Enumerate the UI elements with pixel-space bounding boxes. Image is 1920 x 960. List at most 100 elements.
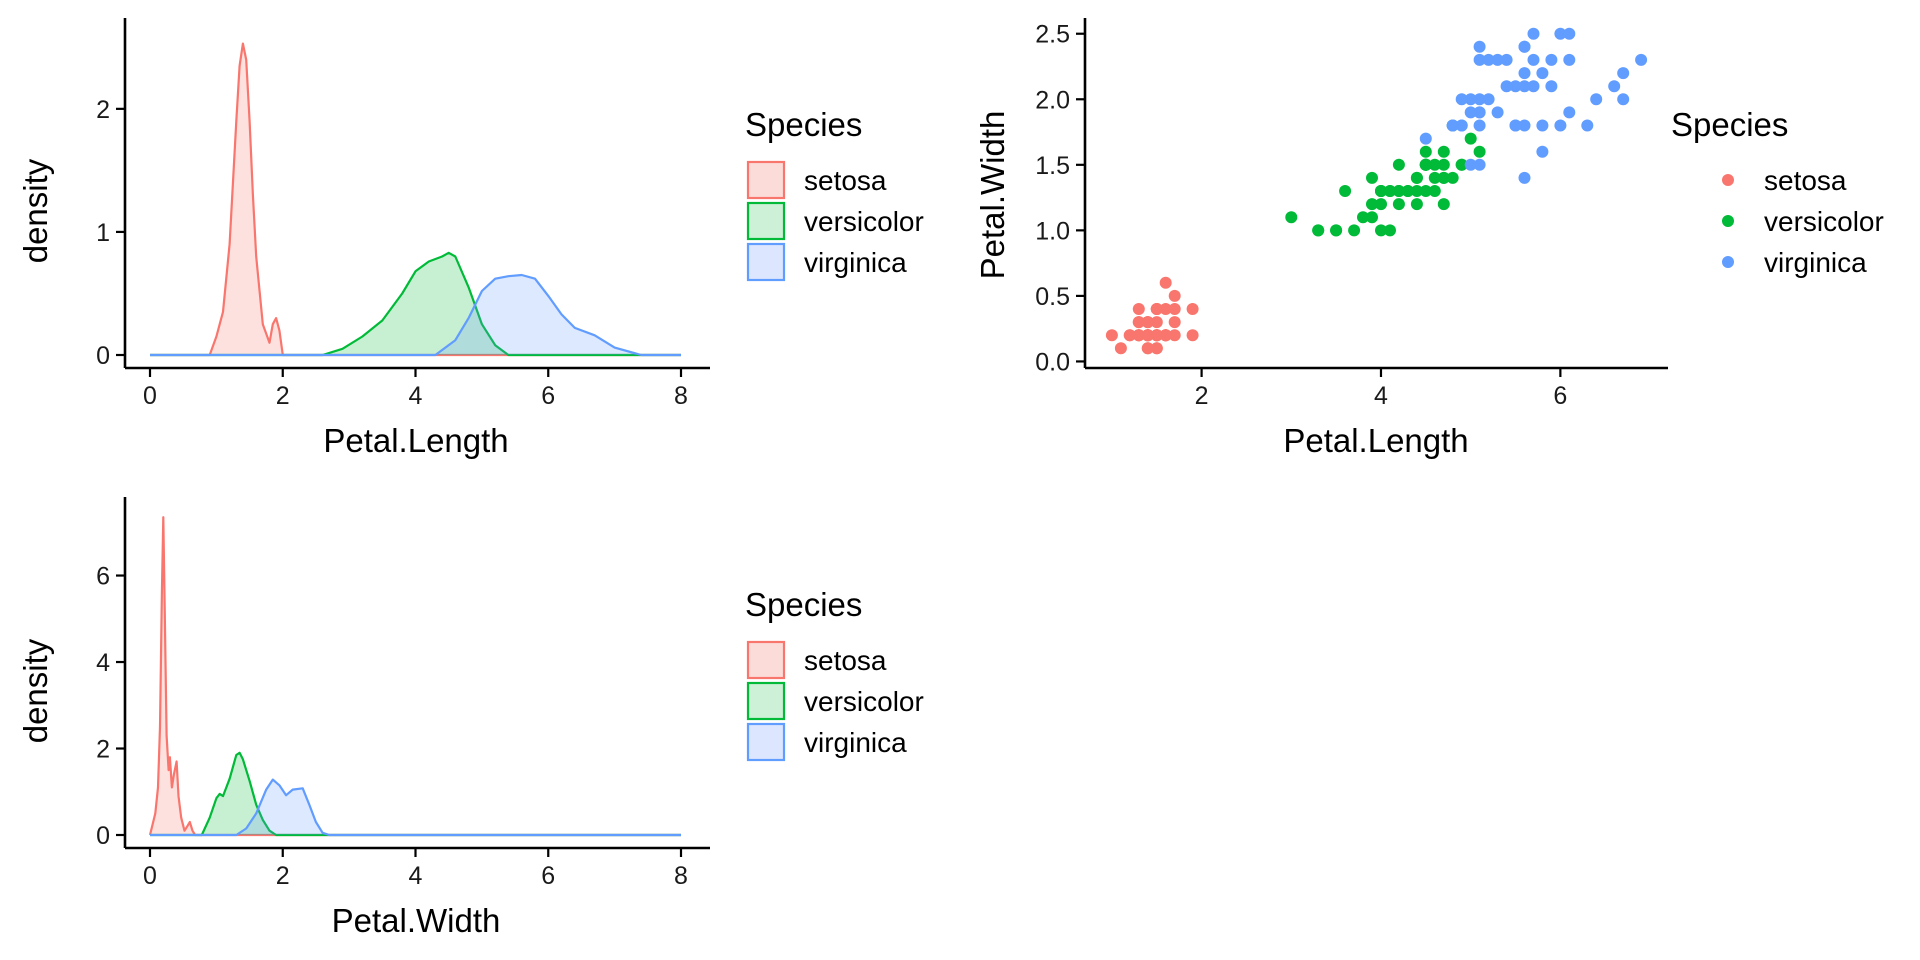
x-axis-title: Petal.Length [1283,422,1468,459]
point-versicolor [1375,224,1387,237]
x-tick-label: 0 [143,862,157,890]
legend-label-setosa: setosa [1764,165,1847,196]
panel-scatter-length-width: 0.0 0.5 1.0 1.5 2.0 2.5 2 4 6 Petal.Length Peta… [974,18,1884,459]
point-versicolor [1392,185,1405,197]
point-versicolor [1428,171,1441,184]
point-setosa [1150,329,1163,342]
point-setosa [1141,329,1154,342]
point-virginica [1473,106,1486,119]
x-tick-label: 8 [674,862,688,890]
x-tick-label: 2 [1195,382,1209,410]
plot-area [150,42,681,357]
point-virginica [1473,40,1486,53]
x-tick-label: 6 [541,862,555,890]
density-fill-virginica [150,275,681,355]
legend-title: Species [1671,106,1788,143]
point-setosa [1168,316,1181,329]
point-virginica [1491,106,1504,119]
y-axis-title: density [17,158,54,263]
point-versicolor [1410,198,1423,211]
point-versicolor [1366,211,1378,224]
point-virginica [1473,158,1486,171]
x-tick-label: 2 [276,862,290,890]
point-virginica [1509,119,1522,132]
point-virginica [1518,67,1531,80]
point-versicolor [1392,198,1405,211]
x-ticks: 0 2 4 6 8 [143,368,688,410]
y-ticks: 0 2 4 6 [96,563,125,850]
legend-label-virginica: virginica [804,247,907,278]
legend: Species setosa versicolor virginica [745,106,924,282]
point-setosa [1150,342,1163,355]
point-setosa [1123,329,1136,342]
point-virginica [1446,119,1459,132]
point-setosa [1132,303,1145,315]
point-virginica [1617,93,1630,106]
y-tick-label: 1.5 [1035,152,1070,180]
point-versicolor [1446,171,1459,184]
point-virginica [1473,93,1486,106]
point-versicolor [1375,185,1387,197]
point-virginica [1518,80,1531,93]
point-versicolor [1437,145,1450,158]
plot-area [148,516,681,837]
point-setosa [1141,316,1154,329]
point-versicolor [1375,198,1387,211]
point-virginica [1473,119,1486,132]
y-tick-label: 0 [96,822,110,850]
point-versicolor [1410,171,1423,184]
point-setosa [1105,329,1118,342]
y-tick-label: 4 [96,649,110,677]
point-setosa [1150,316,1163,329]
point-virginica [1482,53,1495,66]
point-virginica [1455,93,1468,106]
y-tick-label: 1 [96,219,110,247]
density-line-versicolor [150,251,681,357]
point-versicolor [1366,171,1378,184]
legend-label-versicolor: versicolor [804,206,924,237]
panel-density-petal-length: 0 1 2 0 2 4 6 8 Petal.Length density Species s… [17,18,924,459]
point-versicolor [1437,158,1450,171]
point-setosa [1159,303,1172,315]
x-tick-label: 6 [541,382,555,410]
legend-key-versicolor [1722,215,1734,227]
point-versicolor [1410,185,1423,197]
point-versicolor [1473,145,1486,158]
point-versicolor [1357,211,1369,224]
x-tick-label: 4 [1374,382,1388,410]
legend-label-setosa: setosa [804,165,887,196]
point-virginica [1563,27,1576,40]
density-line-virginica [150,778,681,837]
point-versicolor [1428,185,1441,197]
point-versicolor [1339,185,1352,197]
legend-title: Species [745,586,862,623]
density-fill-virginica [150,779,681,835]
legend-key-virginica [1722,256,1734,268]
point-setosa [1159,276,1172,289]
point-versicolor [1312,224,1325,237]
point-versicolor [1348,224,1361,237]
legend-label-virginica: virginica [1764,247,1867,278]
point-versicolor [1455,158,1468,171]
point-virginica [1617,67,1630,80]
point-virginica [1491,53,1504,66]
point-versicolor [1464,132,1477,145]
x-tick-label: 8 [674,382,688,410]
point-setosa [1150,303,1163,315]
x-tick-label: 2 [276,382,290,410]
point-versicolor [1366,198,1378,211]
y-tick-label: 6 [96,563,110,591]
legend-label-virginica: virginica [804,727,907,758]
point-virginica [1581,119,1594,132]
legend-key-setosa [746,160,786,200]
x-tick-label: 6 [1553,382,1567,410]
point-setosa [1141,342,1154,355]
point-versicolor [1419,145,1432,158]
point-virginica [1536,67,1549,80]
point-virginica [1518,119,1531,132]
y-tick-label: 0 [96,342,110,370]
point-versicolor [1384,185,1396,197]
legend-key-versicolor [746,201,786,241]
y-tick-label: 0.0 [1035,348,1070,376]
point-virginica [1518,40,1531,53]
